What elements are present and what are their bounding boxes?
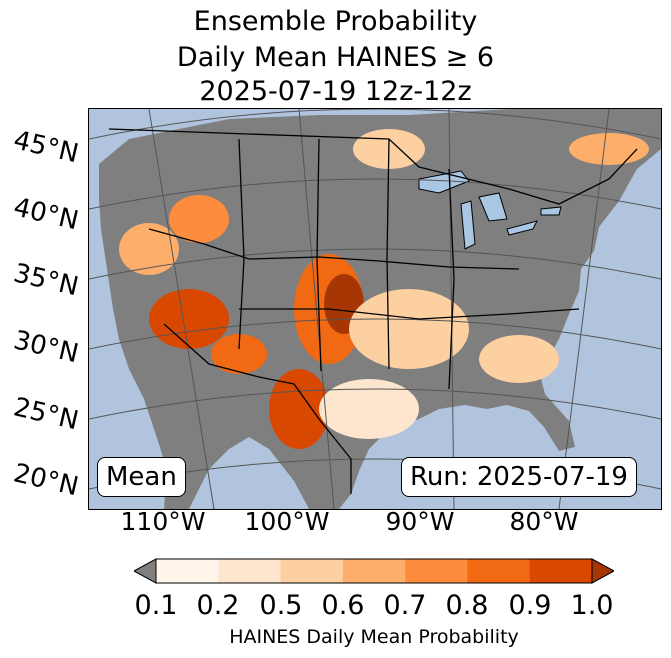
border-line-1 bbox=[238, 138, 245, 350]
parallel-25 bbox=[89, 388, 661, 420]
colorbar-tick-6: 0.9 bbox=[508, 590, 552, 621]
prob-area-west-texas bbox=[269, 369, 329, 449]
colorbar-segment bbox=[156, 559, 219, 583]
prob-area-carolinas bbox=[479, 335, 559, 383]
colorbar-segment bbox=[218, 559, 282, 583]
border-us-mexico bbox=[163, 323, 352, 494]
lake-erie bbox=[506, 220, 538, 236]
lat-label-40: 40°N bbox=[10, 192, 82, 237]
title-line-2: Daily Mean HAINES ≥ 6 bbox=[176, 42, 495, 73]
colorbar-tick-0: 0.1 bbox=[134, 590, 178, 621]
lake-ontario bbox=[540, 206, 562, 216]
prob-area-sonora bbox=[211, 334, 267, 374]
prob-area-texas bbox=[319, 379, 419, 439]
lon-label-90w: 90°W bbox=[385, 507, 455, 536]
colorbar-tick-1: 0.2 bbox=[196, 590, 240, 621]
colorbar-tick-4: 0.7 bbox=[383, 590, 427, 621]
map-canvas bbox=[89, 109, 661, 509]
prob-area-idaho bbox=[169, 195, 229, 243]
lon-label-80w: 80°W bbox=[509, 507, 579, 536]
title-line-1: Ensemble Probability bbox=[193, 6, 478, 37]
lon-label-110w: 110°W bbox=[120, 507, 206, 536]
colorbar-label: HAINES Daily Mean Probability bbox=[229, 626, 519, 648]
parallel-45 bbox=[89, 109, 661, 140]
run-label-box: Run: 2025-07-19 bbox=[401, 457, 637, 497]
prob-area-plains bbox=[349, 289, 469, 369]
lake-michigan bbox=[460, 200, 476, 250]
parallel-35 bbox=[89, 248, 661, 280]
colorbar-over-arrow bbox=[591, 558, 614, 584]
colorbar-segment bbox=[405, 559, 468, 583]
political-borders bbox=[108, 128, 638, 494]
colorbar-tick-3: 0.6 bbox=[321, 590, 365, 621]
lat-label-35: 35°N bbox=[10, 258, 82, 303]
border-mid-east-west bbox=[148, 228, 520, 270]
lat-label-45: 45°N bbox=[10, 125, 82, 170]
lat-label-30: 30°N bbox=[10, 325, 82, 370]
colorbar-tick-5: 0.8 bbox=[445, 590, 489, 621]
colorbar-under-arrow bbox=[134, 558, 157, 584]
map-panel: Mean Run: 2025-07-19 bbox=[88, 108, 662, 510]
prob-area-arizona bbox=[149, 289, 229, 349]
lon-label-100w: 100°W bbox=[244, 507, 330, 536]
great-lakes bbox=[418, 170, 562, 250]
prob-area-nevada bbox=[119, 223, 179, 275]
colorbar-segment bbox=[342, 559, 406, 583]
border-line-5 bbox=[239, 308, 580, 320]
colorbar-frame bbox=[155, 558, 593, 584]
parallel-40 bbox=[89, 178, 661, 210]
border-line-4 bbox=[448, 168, 455, 390]
colorbar-tick-2: 0.5 bbox=[259, 590, 303, 621]
border-line-3 bbox=[386, 138, 390, 370]
lake-huron bbox=[478, 192, 508, 222]
colorbar-segment bbox=[467, 559, 531, 583]
meridian-80w bbox=[558, 109, 610, 509]
title-line-3: 2025-07-19 12z-12z bbox=[199, 76, 472, 107]
mean-label-box: Mean bbox=[97, 457, 186, 497]
lat-label-20: 20°N bbox=[10, 458, 82, 503]
meridian-110w bbox=[148, 109, 215, 509]
colorbar-segments bbox=[156, 559, 593, 583]
colorbar-segment bbox=[280, 559, 344, 583]
lat-label-25: 25°N bbox=[10, 392, 82, 437]
colorbar bbox=[134, 558, 614, 584]
border-line-2 bbox=[316, 138, 322, 372]
graticule bbox=[89, 109, 661, 509]
colorbar-segment bbox=[529, 559, 593, 583]
colorbar-tick-7: 1.0 bbox=[570, 590, 614, 621]
